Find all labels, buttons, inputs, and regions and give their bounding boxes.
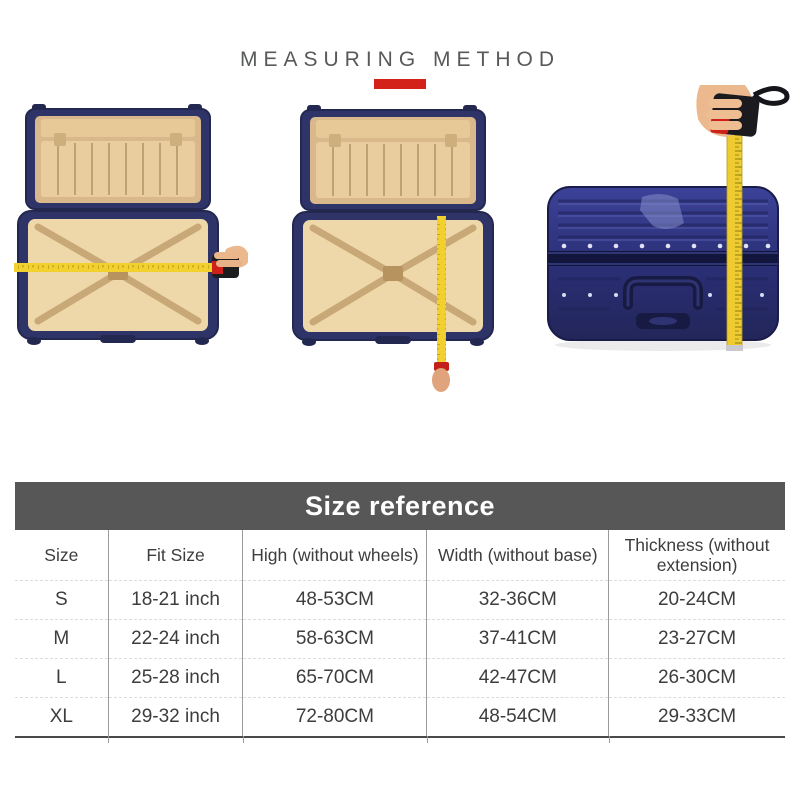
cell-high: 58-63CM <box>242 619 428 659</box>
table-row-xl: XL 29-32 inch 72-80CM 48-54CM 29-33CM <box>15 697 785 736</box>
cell-thickness: 29-33CM <box>608 697 785 736</box>
suitcase-body <box>17 210 219 345</box>
cell-thickness: 26-30CM <box>608 658 785 698</box>
column-header-thickness: Thickness (without extension) <box>624 534 770 575</box>
open-suitcase-illustration <box>292 105 494 392</box>
suitcase-lid <box>300 105 486 211</box>
cell-fit: 25-28 inch <box>108 658 244 698</box>
cell-size: M <box>15 619 109 659</box>
cell-fit: 18-21 inch <box>108 580 244 620</box>
measuring-tape <box>14 263 216 272</box>
column-divider-stub <box>608 736 610 743</box>
figure-inner-width-measurement <box>8 103 248 368</box>
cell-high: 65-70CM <box>242 658 428 698</box>
cell-width: 32-36CM <box>426 580 610 620</box>
cell-thickness: 20-24CM <box>608 580 785 620</box>
column-header-size: Size <box>15 530 109 581</box>
column-header-high: High (without wheels) <box>242 530 428 581</box>
cell-size: XL <box>15 697 109 736</box>
table-row-l: L 25-28 inch 65-70CM 42-47CM 26-30CM <box>15 658 785 698</box>
column-divider-stub <box>426 736 428 743</box>
cell-fit: 22-24 inch <box>108 619 244 659</box>
size-reference-table: Size reference Size Fit Size High (witho… <box>15 482 785 743</box>
measuring-tape <box>726 132 743 351</box>
closed-suitcase-illustration <box>547 85 790 351</box>
hand-with-tape-measure <box>696 85 790 137</box>
cell-thickness: 23-27CM <box>608 619 785 659</box>
table-title: Size reference <box>15 482 785 530</box>
column-header-width: Width (without base) <box>426 530 610 581</box>
table-row-m: M 22-24 inch 58-63CM 37-41CM 23-27CM <box>15 619 785 659</box>
cell-fit: 29-32 inch <box>108 697 244 736</box>
figure-inner-depth-measurement <box>283 104 523 404</box>
column-divider-stub <box>242 736 244 743</box>
cell-size: L <box>15 658 109 698</box>
measuring-tape <box>432 216 450 392</box>
suitcase-lid <box>25 104 211 210</box>
accent-underline <box>374 79 426 89</box>
cell-size: S <box>15 580 109 620</box>
open-suitcase-illustration <box>14 104 248 345</box>
figure-thickness-measurement <box>540 85 790 380</box>
cell-high: 48-53CM <box>242 580 428 620</box>
column-header-fit-size: Fit Size <box>108 530 244 581</box>
page-title: MEASURING METHOD <box>239 48 560 71</box>
table-header-row: Size Fit Size High (without wheels) Widt… <box>15 530 785 581</box>
cell-high: 72-80CM <box>242 697 428 736</box>
cell-width: 42-47CM <box>426 658 610 698</box>
suitcase <box>547 186 779 351</box>
column-divider-stub <box>108 736 110 743</box>
cell-width: 37-41CM <box>426 619 610 659</box>
cell-width: 48-54CM <box>426 697 610 736</box>
table-row-s: S 18-21 inch 48-53CM 32-36CM 20-24CM <box>15 580 785 620</box>
suitcase-body <box>292 211 494 346</box>
hand-with-tape-measure <box>212 245 248 278</box>
